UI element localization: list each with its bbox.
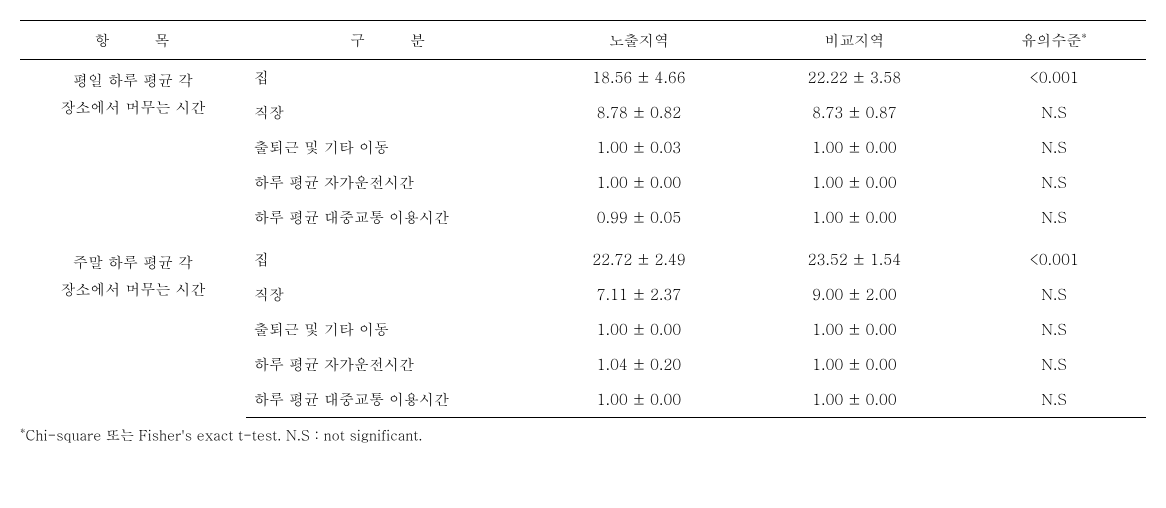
value-cell: 9.00 ± 2.00 (747, 277, 962, 312)
significance-cell: N.S (962, 165, 1146, 200)
significance-cell: N.S (962, 277, 1146, 312)
subcat-cell: 출퇴근 및 기타 이동 (246, 312, 531, 347)
value-cell: 0.99 ± 0.05 (531, 200, 746, 235)
data-table: 항 목 구 분 노출지역 비교지역 유의수준* 평일 하루 평균 각 장소에서 … (20, 20, 1146, 418)
value-cell: 8.78 ± 0.82 (531, 95, 746, 130)
value-cell: 1.04 ± 0.20 (531, 347, 746, 382)
subcat-cell: 하루 평균 자가운전시간 (246, 347, 531, 382)
value-cell: 22.22 ± 3.58 (747, 60, 962, 96)
value-cell: 8.73 ± 0.87 (747, 95, 962, 130)
subcat-cell: 하루 평균 대중교통 이용시간 (246, 382, 531, 418)
footnote: *Chi-square 또는 Fisher's exact t-test. N.… (20, 418, 1146, 445)
value-cell: 1.00 ± 0.00 (531, 165, 746, 200)
significance-cell: <0.001 (962, 60, 1146, 96)
col-header-item: 항 목 (20, 21, 246, 60)
value-cell: 7.11 ± 2.37 (531, 277, 746, 312)
category-line1: 평일 하루 평균 각 (73, 70, 193, 91)
col-header-significance-text: 유의수준 (1021, 30, 1081, 51)
significance-cell: N.S (962, 347, 1146, 382)
table-row: 평일 하루 평균 각 장소에서 머무는 시간 집 18.56 ± 4.66 22… (20, 60, 1146, 96)
subcat-cell: 직장 (246, 277, 531, 312)
footnote-text: Chi-square 또는 Fisher's exact t-test. N.S… (26, 425, 423, 445)
value-cell: 18.56 ± 4.66 (531, 60, 746, 96)
significance-cell: N.S (962, 200, 1146, 235)
subcat-cell: 직장 (246, 95, 531, 130)
significance-cell: N.S (962, 95, 1146, 130)
category-line2: 장소에서 머무는 시간 (61, 97, 206, 118)
category-cell-weekday: 평일 하루 평균 각 장소에서 머무는 시간 (20, 60, 246, 236)
value-cell: 1.00 ± 0.00 (747, 200, 962, 235)
value-cell: 22.72 ± 2.49 (531, 235, 746, 277)
subcat-cell: 집 (246, 60, 531, 96)
value-cell: 1.00 ± 0.00 (747, 312, 962, 347)
value-cell: 1.00 ± 0.00 (531, 382, 746, 418)
value-cell: 1.00 ± 0.00 (747, 382, 962, 418)
col-header-exposure: 노출지역 (531, 21, 746, 60)
category-cell-weekend: 주말 하루 평균 각 장소에서 머무는 시간 (20, 235, 246, 418)
col-header-significance-sup: * (1081, 29, 1087, 44)
col-header-comparison: 비교지역 (747, 21, 962, 60)
category-line1: 주말 하루 평균 각 (73, 252, 193, 273)
value-cell: 1.00 ± 0.00 (531, 312, 746, 347)
col-header-significance: 유의수준* (962, 21, 1146, 60)
table-row: 주말 하루 평균 각 장소에서 머무는 시간 집 22.72 ± 2.49 23… (20, 235, 1146, 277)
value-cell: 23.52 ± 1.54 (747, 235, 962, 277)
significance-cell: <0.001 (962, 235, 1146, 277)
significance-cell: N.S (962, 130, 1146, 165)
col-header-category: 구 분 (246, 21, 531, 60)
subcat-cell: 하루 평균 대중교통 이용시간 (246, 200, 531, 235)
subcat-cell: 출퇴근 및 기타 이동 (246, 130, 531, 165)
significance-cell: N.S (962, 312, 1146, 347)
subcat-cell: 하루 평균 자가운전시간 (246, 165, 531, 200)
value-cell: 1.00 ± 0.00 (747, 130, 962, 165)
value-cell: 1.00 ± 0.03 (531, 130, 746, 165)
category-line2: 장소에서 머무는 시간 (61, 279, 206, 300)
header-row: 항 목 구 분 노출지역 비교지역 유의수준* (20, 21, 1146, 60)
subcat-cell: 집 (246, 235, 531, 277)
value-cell: 1.00 ± 0.00 (747, 347, 962, 382)
value-cell: 1.00 ± 0.00 (747, 165, 962, 200)
significance-cell: N.S (962, 382, 1146, 418)
